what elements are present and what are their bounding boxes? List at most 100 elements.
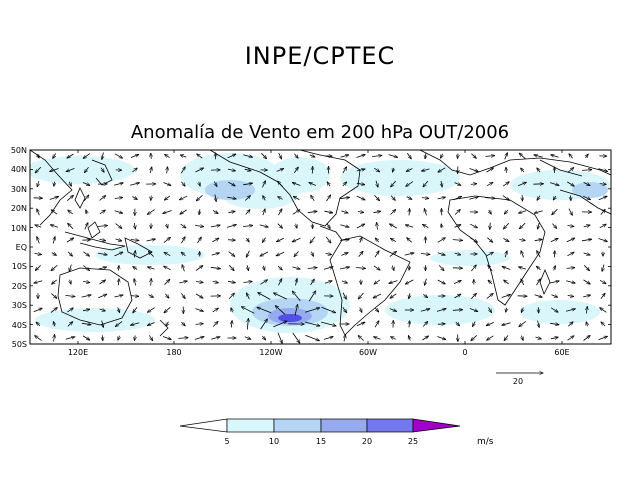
wind-vector [504,209,509,214]
wind-vector [261,152,266,159]
wind-vector [66,238,74,243]
wind-vector [148,295,154,298]
wind-vector [210,225,220,227]
wind-vector [34,280,43,283]
wind-vector [458,153,459,159]
wind-vector [102,335,103,340]
wind-vector [485,156,494,157]
wind-vector [422,322,428,327]
wind-vector [36,322,41,327]
wind-vector [260,319,268,330]
wind-vector [37,237,40,244]
wind-vector [519,153,526,160]
wind-vector [35,225,42,227]
wind-vector [292,210,300,215]
lat-label: 20S [12,282,27,291]
wind-vector [260,280,268,285]
wind-vector [566,181,574,186]
wind-vector [294,153,298,158]
wind-vector [356,195,365,200]
wind-vector [538,307,539,313]
wind-vector [390,224,397,229]
wind-vector [534,239,542,240]
wind-vector [163,237,171,243]
wind-vector [551,155,559,158]
wind-vector [538,320,540,328]
wind-vector [164,252,171,257]
wind-vector [274,293,287,300]
wind-vector [199,181,201,186]
wind-vector [340,155,349,157]
wind-vector [598,168,608,172]
wind-vector [181,252,186,257]
wind-vector [534,155,543,158]
wind-vector [454,253,461,255]
wind-vector [469,168,479,172]
wind-vector [151,279,152,286]
map-title: Anomalía de Vento em 200 hPa OUT/2006 [130,122,510,143]
wind-vector [454,294,461,299]
wind-vector [147,322,155,326]
wind-vector [147,209,155,215]
wind-vector [82,335,90,340]
lon-label: 60W [359,348,377,357]
wind-vector [86,210,87,215]
wind-vector [437,238,446,243]
wind-vector [167,167,168,174]
wind-vector [519,240,525,241]
wind-vector [231,321,232,328]
wind-vector [391,180,397,187]
wind-vector [567,226,574,227]
wind-vector [81,295,92,297]
wind-vector [441,180,442,187]
wind-vector [151,153,152,159]
colorbar-low-triangle [179,418,228,433]
wind-vector [118,279,119,286]
wind-vector [276,251,285,256]
wind-vector [438,167,446,172]
coastlines [30,150,611,337]
wind-vector [421,169,430,171]
wind-vector [375,238,380,243]
wind-vector [502,322,511,326]
wind-vector [374,321,379,328]
wind-vector [309,155,315,157]
wind-vector [228,293,235,300]
wind-vector [197,237,202,244]
wind-vector [164,306,171,312]
wind-vector [132,197,137,200]
colorbar-segment [226,418,275,433]
wind-vector [425,278,427,286]
wind-vector [324,281,332,283]
lat-label: 50S [12,340,27,349]
wind-vector [247,318,248,330]
wind-vector [488,280,493,285]
wind-vector [566,280,575,283]
wind-vector [424,209,426,216]
wind-vector [181,321,185,326]
wind-vector [33,308,42,313]
wind-vector [537,251,541,258]
wind-vector [114,295,123,297]
wind-vector [244,337,251,340]
wind-vector [423,180,429,187]
wind-vector [421,198,429,199]
wind-vector [469,237,477,242]
wind-vector [552,208,558,215]
wind-vector [583,295,590,297]
wind-vector [567,336,575,341]
wind-vector [133,267,138,270]
colorbar-label: 5 [224,437,229,446]
wind-vector [409,265,410,270]
wind-vector [70,279,71,284]
wind-vector [406,168,413,172]
wind-vector [180,223,186,228]
wind-vector [554,266,556,271]
wind-vector [195,324,204,325]
wind-vector [195,168,203,173]
wind-vector [194,337,204,340]
wind-vector [519,321,526,326]
wind-vector [454,182,461,186]
lon-labels: 120E 180 120W 60W 0 60E [68,348,570,357]
